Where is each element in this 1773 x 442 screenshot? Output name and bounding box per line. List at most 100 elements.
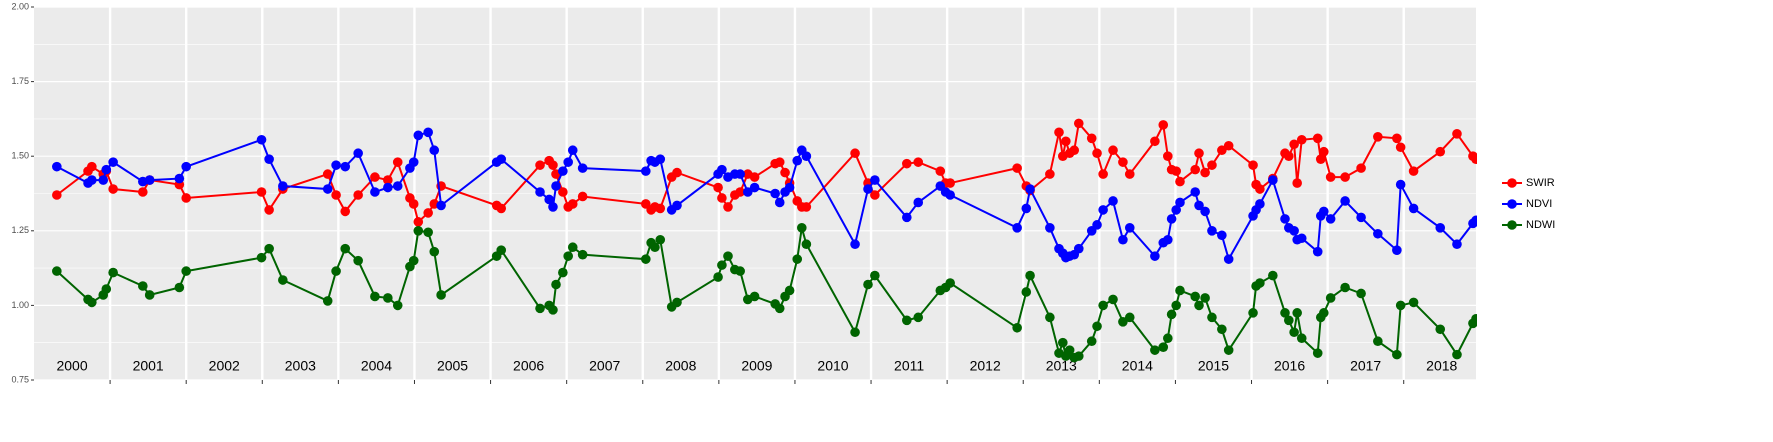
series-point xyxy=(1296,233,1307,244)
series-point xyxy=(1312,348,1323,358)
series-point xyxy=(1150,136,1160,147)
series-point xyxy=(735,169,745,179)
series-point xyxy=(558,187,568,197)
legend-marker xyxy=(1507,178,1517,188)
series-point xyxy=(641,166,651,176)
year-label: 2010 xyxy=(817,358,848,374)
series-point xyxy=(945,190,955,200)
series-point xyxy=(408,255,419,266)
year-label: 2012 xyxy=(970,358,1001,374)
series-point xyxy=(1124,223,1135,233)
series-point xyxy=(850,239,860,250)
series-point xyxy=(723,202,733,212)
series-point xyxy=(392,181,403,191)
series-point xyxy=(1292,178,1302,188)
series-point xyxy=(792,254,803,264)
series-point xyxy=(370,291,380,302)
series-point xyxy=(392,157,403,167)
series-point xyxy=(1073,243,1084,254)
series-point xyxy=(1108,145,1118,156)
series-point xyxy=(383,175,393,185)
series-point xyxy=(1289,139,1299,150)
series-point xyxy=(108,267,118,278)
series-point xyxy=(87,297,97,308)
series-point xyxy=(567,242,578,253)
series-point xyxy=(429,145,440,156)
series-point xyxy=(577,191,588,202)
series-point xyxy=(101,284,112,294)
series-point xyxy=(1124,312,1135,323)
series-point xyxy=(1190,187,1201,197)
series-point xyxy=(641,254,651,264)
series-point xyxy=(1124,169,1135,179)
series-point xyxy=(1395,300,1406,311)
series-point xyxy=(1073,351,1084,361)
series-point xyxy=(383,182,393,193)
series-point xyxy=(1223,345,1234,355)
series-point xyxy=(408,157,419,167)
series-point xyxy=(1255,278,1265,288)
series-point xyxy=(548,202,558,212)
series-point xyxy=(1373,228,1383,239)
series-point xyxy=(1356,288,1366,299)
series-point xyxy=(742,187,753,197)
series-point xyxy=(1012,223,1022,233)
series-point xyxy=(101,164,112,175)
series-point xyxy=(935,166,946,176)
series-point xyxy=(784,182,795,193)
series-point xyxy=(340,206,351,217)
series-point xyxy=(353,255,363,266)
series-point xyxy=(735,266,745,276)
series-point xyxy=(1175,197,1185,208)
series-point xyxy=(717,260,727,270)
series-point xyxy=(563,251,573,261)
y-tick-label: 1.00 xyxy=(11,300,29,310)
series-point xyxy=(749,182,760,193)
series-point xyxy=(1092,148,1102,159)
series-point xyxy=(138,187,148,197)
series-point xyxy=(1223,140,1234,151)
year-label: 2017 xyxy=(1350,358,1381,374)
series-point xyxy=(1255,199,1265,209)
series-point xyxy=(413,226,424,236)
series-point xyxy=(577,163,588,173)
series-point xyxy=(1373,336,1383,347)
series-point xyxy=(1356,212,1366,223)
series-point xyxy=(52,266,62,276)
year-label: 2005 xyxy=(437,358,468,374)
series-point xyxy=(370,187,380,197)
series-point xyxy=(1150,251,1160,261)
series-point xyxy=(913,312,924,323)
legend-label: NDWI xyxy=(1526,219,1555,231)
series-point xyxy=(322,184,333,194)
series-point xyxy=(535,160,545,170)
series-point xyxy=(1194,300,1204,311)
year-label: 2009 xyxy=(741,358,772,374)
series-point xyxy=(548,305,558,315)
series-point xyxy=(870,175,880,185)
series-point xyxy=(108,184,118,194)
series-point xyxy=(1296,333,1307,344)
series-point xyxy=(1452,349,1462,360)
series-point xyxy=(256,134,267,145)
series-point xyxy=(1340,172,1350,182)
series-point xyxy=(902,212,912,223)
series-point xyxy=(1064,345,1075,355)
series-point xyxy=(1171,300,1181,311)
series-point xyxy=(717,164,727,175)
series-point xyxy=(558,166,568,176)
year-label: 2018 xyxy=(1426,358,1457,374)
series-point xyxy=(577,249,588,260)
series-point xyxy=(181,161,191,172)
year-label: 2000 xyxy=(56,358,87,374)
series-point xyxy=(650,242,660,253)
series-point xyxy=(535,187,545,197)
series-point xyxy=(1045,312,1055,323)
year-label: 2008 xyxy=(665,358,696,374)
series-point xyxy=(672,167,682,178)
series-point xyxy=(735,187,745,197)
series-point xyxy=(1392,133,1402,144)
series-point xyxy=(1289,327,1299,338)
series-point xyxy=(1373,132,1383,142)
series-point xyxy=(408,199,419,209)
